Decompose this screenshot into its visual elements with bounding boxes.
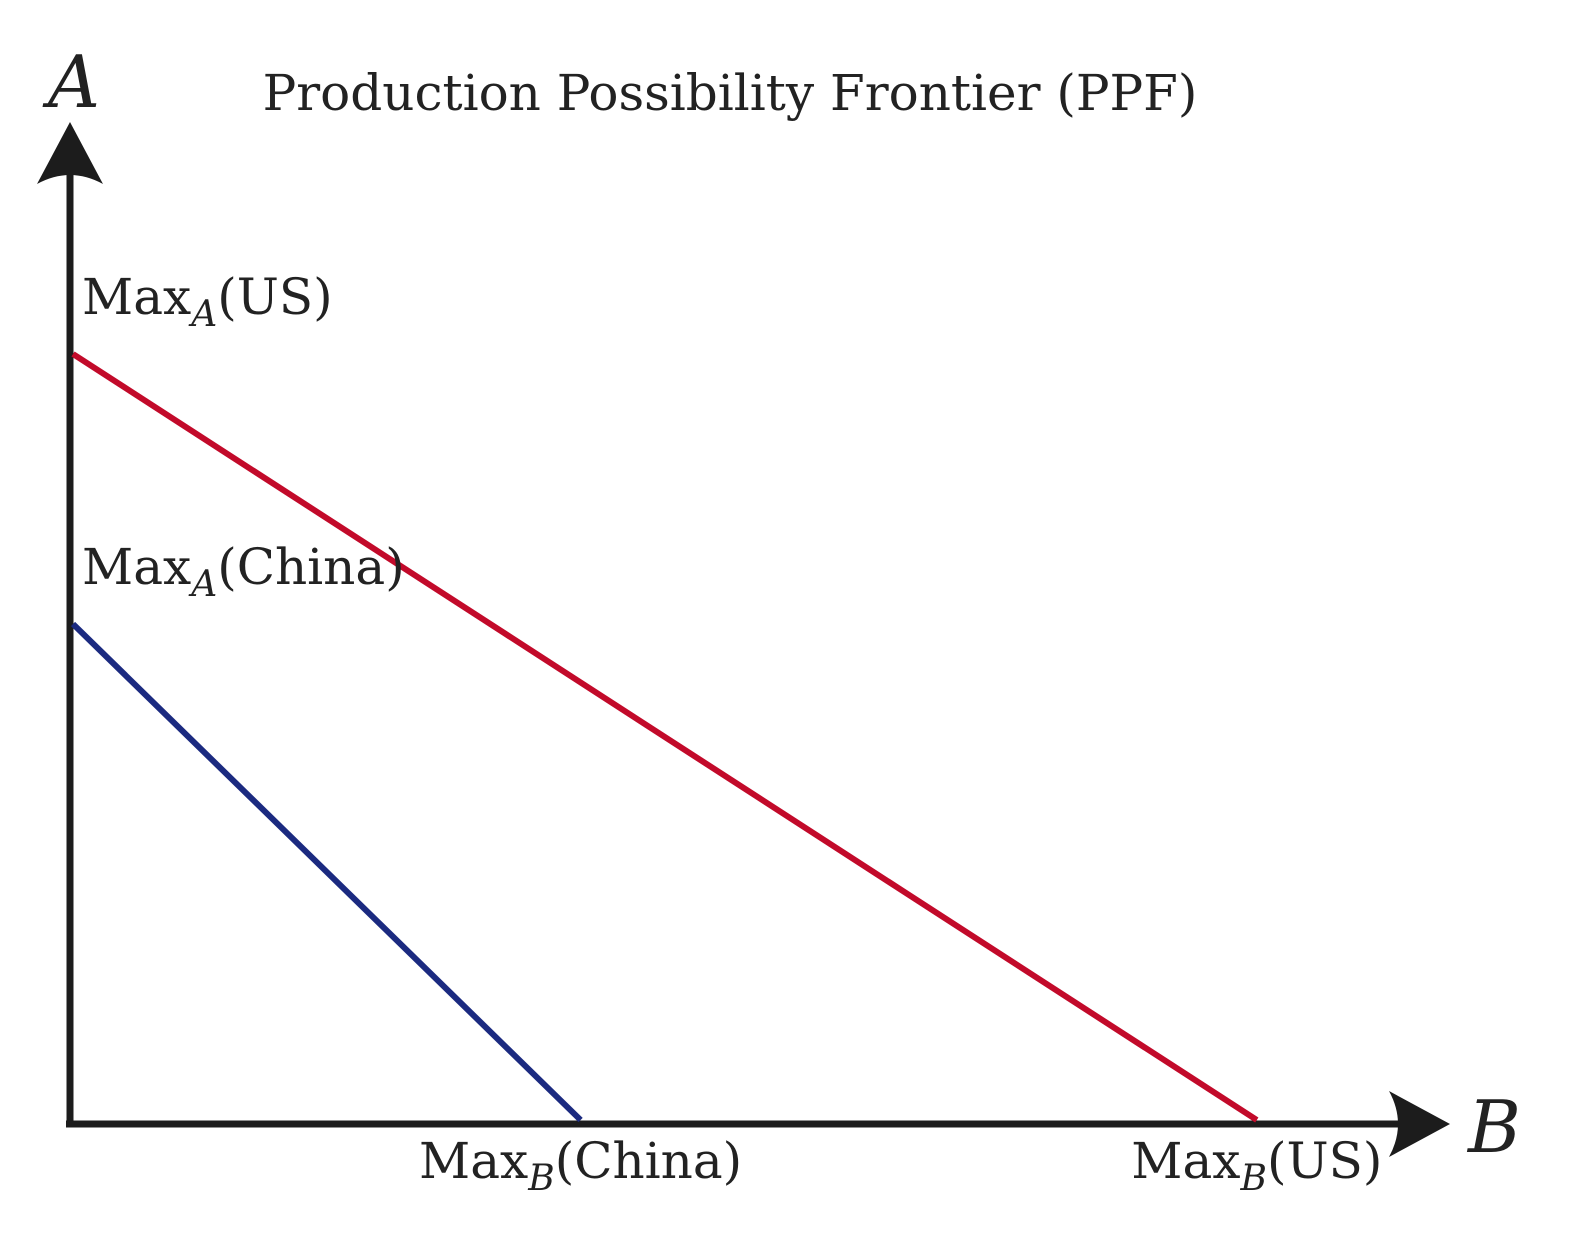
max-b-label-china: MaxB(China) xyxy=(419,1132,742,1199)
chart-title: Production Possibility Frontier (PPF) xyxy=(263,64,1198,122)
max-a-label-china: MaxA(China) xyxy=(82,538,405,605)
y-axis-arrow xyxy=(37,122,103,184)
x-axis-arrow xyxy=(1389,1091,1450,1157)
series-layer xyxy=(70,351,1259,1123)
y-axis-label: A xyxy=(42,40,100,124)
label-layer: MaxA(US) MaxB(US) MaxA(China) MaxB(China) xyxy=(82,268,1382,1199)
x-axis-label: B xyxy=(1466,1085,1521,1169)
ppf-line-china xyxy=(70,621,583,1123)
max-b-label-us: MaxB(US) xyxy=(1131,1132,1382,1199)
ppf-line-us xyxy=(71,351,1259,1123)
max-a-label-us: MaxA(US) xyxy=(82,268,333,335)
